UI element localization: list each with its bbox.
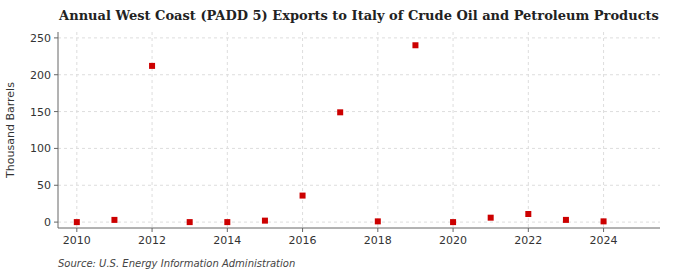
y-tick-label: 250 — [30, 32, 51, 45]
y-tick — [54, 185, 58, 186]
grid-line-y — [58, 37, 660, 38]
y-tick — [54, 148, 58, 149]
grid-line-y — [58, 111, 660, 112]
x-tick — [528, 228, 529, 232]
x-tick — [227, 228, 228, 232]
data-point — [111, 217, 117, 223]
grid-line-y — [58, 185, 660, 186]
x-tick-label: 2012 — [138, 234, 166, 247]
y-tick-label: 50 — [37, 179, 51, 192]
data-point — [187, 219, 193, 225]
chart-title: Annual West Coast (PADD 5) Exports to It… — [58, 8, 659, 23]
data-point — [601, 218, 607, 224]
data-point — [563, 217, 569, 223]
data-point — [300, 193, 306, 199]
x-tick — [377, 228, 378, 232]
data-point — [149, 63, 155, 69]
x-tick — [76, 228, 77, 232]
x-tick-label: 2010 — [63, 234, 91, 247]
grid-line-y — [58, 74, 660, 75]
grid-line-x — [377, 32, 378, 228]
x-tick — [603, 228, 604, 232]
x-axis-line — [58, 228, 660, 229]
y-tick — [54, 222, 58, 223]
data-point — [224, 219, 230, 225]
y-axis-line — [58, 32, 59, 228]
y-tick — [54, 37, 58, 38]
source-note: Source: U.S. Energy Information Administ… — [58, 258, 295, 269]
x-tick-label: 2024 — [590, 234, 618, 247]
grid-line-y — [58, 148, 660, 149]
y-tick-label: 100 — [30, 142, 51, 155]
chart-svg: 2010 2012 2014 2016 2018 2020 2022 2024 0 50 100 15… — [0, 0, 675, 275]
y-axis-label: Thousand Barrels — [4, 82, 17, 179]
x-tick-label: 2014 — [213, 234, 241, 247]
points — [74, 42, 607, 225]
chart-container: 2010 2012 2014 2016 2018 2020 2022 2024 0 50 100 15… — [0, 0, 675, 275]
y-tick — [54, 111, 58, 112]
x-tick-label: 2016 — [289, 234, 317, 247]
x-tick-label: 2018 — [364, 234, 392, 247]
x-tick — [453, 228, 454, 232]
x-tick — [302, 228, 303, 232]
y-tick-label: 0 — [44, 216, 51, 229]
grid-line-x — [152, 32, 153, 228]
data-point — [337, 109, 343, 115]
y-tick-label: 150 — [30, 106, 51, 119]
x-tick — [152, 228, 153, 232]
grid-line-x — [227, 32, 228, 228]
grid-line-x — [528, 32, 529, 228]
data-point — [525, 211, 531, 217]
data-point — [375, 218, 381, 224]
grid-line-x — [603, 32, 604, 228]
data-point — [74, 219, 80, 225]
x-tick-label: 2022 — [514, 234, 542, 247]
grid-line-x — [302, 32, 303, 228]
data-point — [450, 219, 456, 225]
y-tick — [54, 74, 58, 75]
grid-line-y — [58, 222, 660, 223]
grid-line-x — [453, 32, 454, 228]
grid-line-x — [76, 32, 77, 228]
y-tick-label: 200 — [30, 69, 51, 82]
data-point — [262, 218, 268, 224]
data-point — [488, 215, 494, 221]
x-tick-label: 2020 — [439, 234, 467, 247]
grid — [58, 32, 660, 228]
data-point — [412, 42, 418, 48]
